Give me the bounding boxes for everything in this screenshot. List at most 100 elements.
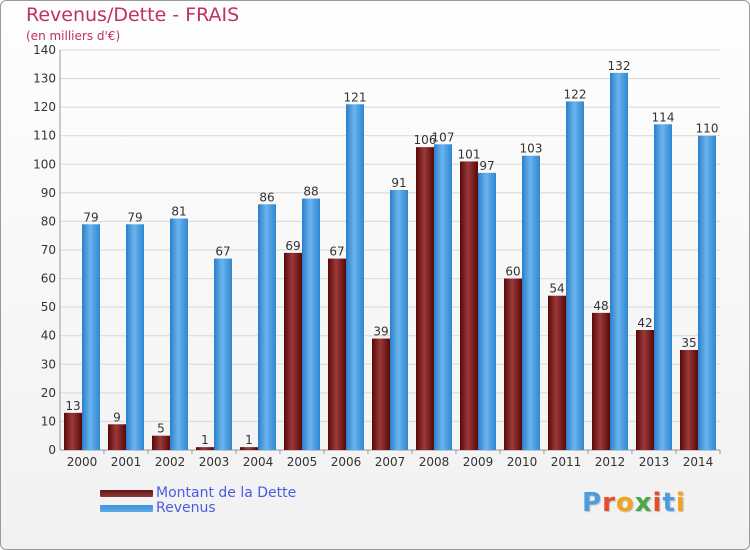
data-label-dette: 5 xyxy=(157,422,165,436)
bar-revenus xyxy=(522,155,540,450)
bar-dette xyxy=(592,312,610,450)
y-tick-label: 40 xyxy=(41,329,56,343)
y-tick-label: 100 xyxy=(33,157,56,171)
x-tick-label: 2010 xyxy=(507,455,538,469)
legend-label-revenus: Revenus xyxy=(156,500,216,516)
data-label-revenus: 91 xyxy=(391,176,406,190)
chart-title: Revenus/Dette - FRAIS xyxy=(26,4,240,26)
data-label-dette: 42 xyxy=(637,316,652,330)
y-tick-label: 110 xyxy=(33,129,56,143)
data-label-dette: 67 xyxy=(329,245,344,259)
bar-dette xyxy=(284,252,302,450)
x-tick-label: 2007 xyxy=(375,455,406,469)
data-label-revenus: 86 xyxy=(259,190,274,204)
x-tick-label: 2006 xyxy=(331,455,362,469)
y-tick-label: 30 xyxy=(41,357,56,371)
y-tick-label: 0 xyxy=(48,443,56,457)
x-tick-label: 2005 xyxy=(287,455,318,469)
data-label-dette: 54 xyxy=(549,282,564,296)
y-tick-label: 10 xyxy=(41,414,56,428)
data-label-revenus: 122 xyxy=(564,87,587,101)
y-tick-label: 50 xyxy=(41,300,56,314)
x-tick-label: 2012 xyxy=(595,455,626,469)
logo-letter: i xyxy=(652,488,663,518)
bar-dette xyxy=(108,424,126,450)
bar-revenus xyxy=(478,172,496,450)
bar-dette xyxy=(548,295,566,450)
data-label-revenus: 97 xyxy=(479,159,494,173)
data-label-revenus: 107 xyxy=(432,130,455,144)
chart-subtitle: (en milliers d'€) xyxy=(26,29,121,43)
x-tick-label: 2008 xyxy=(419,455,450,469)
data-label-dette: 39 xyxy=(373,325,388,339)
x-tick-label: 2013 xyxy=(639,455,670,469)
data-label-revenus: 79 xyxy=(127,210,142,224)
bar-revenus xyxy=(698,135,716,450)
x-tick-label: 2001 xyxy=(111,455,142,469)
data-label-dette: 1 xyxy=(245,433,253,447)
data-label-dette: 60 xyxy=(505,265,520,279)
y-tick-label: 140 xyxy=(33,43,56,57)
data-label-revenus: 67 xyxy=(215,245,230,259)
bar-dette xyxy=(240,447,258,450)
x-tick-label: 2011 xyxy=(551,455,582,469)
bar-dette xyxy=(460,161,478,450)
y-tick-label: 60 xyxy=(41,272,56,286)
data-label-revenus: 110 xyxy=(696,122,719,136)
data-label-revenus: 132 xyxy=(608,59,631,73)
bar-revenus xyxy=(566,101,584,450)
bar-revenus xyxy=(170,218,188,450)
bar-revenus xyxy=(346,104,364,451)
data-label-revenus: 81 xyxy=(171,205,186,219)
data-label-revenus: 103 xyxy=(520,142,543,156)
bar-dette xyxy=(416,147,434,450)
data-label-dette: 1 xyxy=(201,433,209,447)
data-label-dette: 101 xyxy=(458,147,481,161)
y-tick-label: 80 xyxy=(41,214,56,228)
bar-revenus xyxy=(126,224,144,450)
bar-revenus xyxy=(390,190,408,450)
proxiti-logo[interactable]: Proxiti xyxy=(582,488,686,518)
logo-letter: P xyxy=(582,488,603,518)
logo-letter: i xyxy=(675,488,686,518)
data-label-dette: 35 xyxy=(681,336,696,350)
x-tick-label: 2014 xyxy=(683,455,714,469)
data-label-dette: 48 xyxy=(593,299,608,313)
bar-dette xyxy=(152,435,170,450)
data-label-dette: 69 xyxy=(285,239,300,253)
legend-swatch-revenus xyxy=(100,505,153,512)
logo-letter: r xyxy=(602,488,616,518)
bar-revenus xyxy=(214,258,232,450)
x-tick-label: 2002 xyxy=(155,455,186,469)
y-tick-label: 90 xyxy=(41,186,56,200)
data-label-revenus: 121 xyxy=(344,90,367,104)
x-tick-label: 2003 xyxy=(199,455,230,469)
bar-dette xyxy=(372,338,390,450)
bar-revenus xyxy=(610,72,628,450)
data-label-dette: 13 xyxy=(65,399,80,413)
bar-dette xyxy=(680,350,698,450)
y-tick-label: 20 xyxy=(41,386,56,400)
bar-dette xyxy=(196,447,214,450)
bar-revenus xyxy=(258,204,276,450)
bar-revenus xyxy=(302,198,320,450)
data-label-dette: 9 xyxy=(113,410,121,424)
bar-revenus xyxy=(82,224,100,450)
y-tick-label: 120 xyxy=(33,100,56,114)
legend-swatch-dette xyxy=(100,490,153,497)
logo-letter: x xyxy=(634,488,653,518)
bar-dette xyxy=(328,258,346,450)
legend-label-dette: Montant de la Dette xyxy=(156,485,297,501)
bar-dette xyxy=(64,412,82,450)
bar-revenus xyxy=(434,144,452,451)
logo-letter: o xyxy=(615,488,635,518)
x-tick-label: 2004 xyxy=(243,455,274,469)
data-label-revenus: 79 xyxy=(83,210,98,224)
y-tick-label: 130 xyxy=(33,72,56,86)
y-tick-label: 70 xyxy=(41,243,56,257)
bar-dette xyxy=(504,278,522,450)
logo-letter: t xyxy=(662,488,676,518)
data-label-dette: 106 xyxy=(414,133,437,147)
data-label-revenus: 88 xyxy=(303,185,318,199)
